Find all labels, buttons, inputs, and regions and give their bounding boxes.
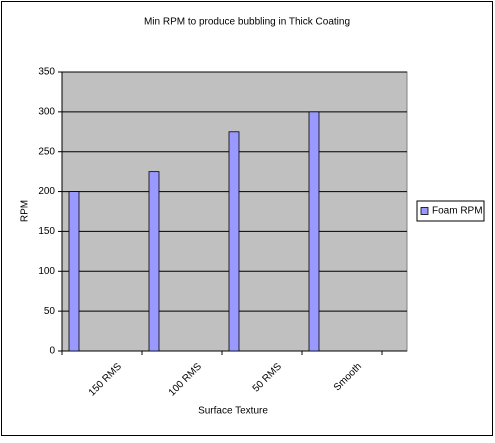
y-axis-label: RPM <box>20 200 31 222</box>
bar <box>68 191 80 352</box>
y-tick-label: 0 <box>49 346 55 357</box>
bar <box>228 131 240 352</box>
legend: Foam RPM <box>416 200 485 222</box>
y-tick-label: 150 <box>38 226 55 237</box>
y-tick-label: 300 <box>38 106 55 117</box>
y-tick-label: 100 <box>38 266 55 277</box>
x-axis-label: Surface Texture <box>198 406 268 417</box>
legend-swatch <box>420 207 429 215</box>
bar <box>308 111 320 352</box>
legend-box <box>416 200 485 222</box>
y-tick-label: 350 <box>38 67 55 78</box>
y-tick-label: 250 <box>38 146 55 157</box>
y-tick-label: 200 <box>38 186 55 197</box>
bar <box>148 171 160 352</box>
legend-label: Foam RPM <box>432 206 483 217</box>
chart-title: Min RPM to produce bubbling in Thick Coa… <box>144 17 350 28</box>
y-tick-label: 50 <box>44 306 56 317</box>
